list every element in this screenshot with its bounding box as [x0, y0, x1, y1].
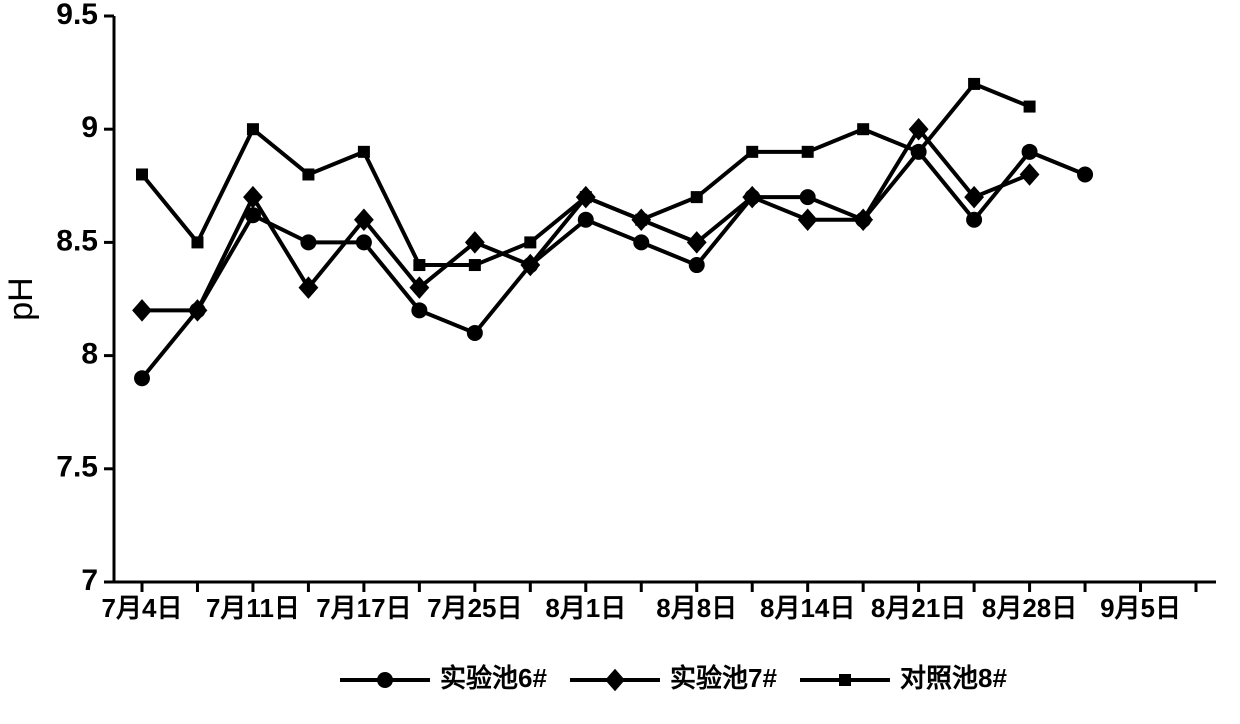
- series-line: [142, 152, 1085, 378]
- y-tick-label: 8.5: [56, 224, 98, 257]
- marker-circle: [633, 234, 649, 250]
- marker-square: [635, 214, 647, 226]
- marker-square: [413, 259, 425, 271]
- marker-circle: [134, 370, 150, 386]
- marker-square: [191, 236, 203, 248]
- marker-diamond: [1020, 163, 1040, 186]
- marker-square: [746, 146, 758, 158]
- marker-circle: [467, 325, 483, 341]
- marker-circle: [300, 234, 316, 250]
- x-tick-label: 7月25日: [427, 593, 522, 623]
- x-tick-label: 8月8日: [656, 593, 737, 623]
- marker-square: [580, 191, 592, 203]
- marker-diamond: [798, 209, 818, 232]
- x-tick-label: 8月1日: [545, 593, 626, 623]
- series-0: [134, 144, 1093, 386]
- x-tick-label: 7月4日: [102, 593, 183, 623]
- legend-label: 对照池8#: [900, 663, 1007, 693]
- marker-square: [524, 236, 536, 248]
- marker-circle: [966, 212, 982, 228]
- marker-circle: [356, 234, 372, 250]
- marker-square: [302, 168, 314, 180]
- marker-square: [247, 123, 259, 135]
- y-tick-label: 7: [81, 564, 98, 597]
- y-tick-label: 7.5: [56, 451, 98, 484]
- marker-circle: [578, 212, 594, 228]
- marker-square: [469, 259, 481, 271]
- marker-square: [913, 146, 925, 158]
- marker-square: [802, 146, 814, 158]
- marker-square: [1024, 101, 1036, 113]
- marker-circle: [411, 302, 427, 318]
- x-tick-label: 8月14日: [760, 593, 855, 623]
- marker-square: [857, 123, 869, 135]
- marker-square: [691, 191, 703, 203]
- legend-item: 实验池6#: [340, 663, 547, 693]
- ph-line-chart: 7 7.5 8 8.5 9 9.5 pH 7月4日 7月11日 7月17日 7月25日 8月1日 8月8…: [0, 0, 1240, 724]
- marker-circle: [689, 257, 705, 273]
- marker-square: [968, 78, 980, 90]
- y-axis-title: pH: [2, 277, 40, 320]
- marker-diamond: [605, 669, 625, 692]
- x-tick-label: 9月5日: [1100, 593, 1181, 623]
- marker-circle: [377, 672, 393, 688]
- marker-square: [136, 168, 148, 180]
- legend-item: 实验池7#: [570, 663, 777, 693]
- marker-circle: [1022, 144, 1038, 160]
- y-tick-label: 8: [81, 338, 98, 371]
- x-tick-label: 7月11日: [206, 593, 300, 623]
- legend-item: 对照池8#: [800, 663, 1007, 693]
- marker-square: [839, 674, 851, 686]
- x-tick-label: 7月17日: [316, 593, 411, 623]
- legend-label: 实验池6#: [440, 663, 547, 693]
- x-tick-label: 8月21日: [871, 593, 966, 623]
- y-tick-label: 9.5: [56, 0, 98, 31]
- marker-circle: [1077, 166, 1093, 182]
- x-tick-label: 8月28日: [982, 593, 1077, 623]
- series-line: [142, 84, 1030, 265]
- y-tick-label: 9: [81, 111, 98, 144]
- marker-circle: [800, 189, 816, 205]
- marker-diamond: [132, 299, 152, 322]
- chart-svg: 7 7.5 8 8.5 9 9.5 pH 7月4日 7月11日 7月17日 7月25日 8月1日 8月8…: [0, 0, 1240, 724]
- marker-square: [358, 146, 370, 158]
- legend-label: 实验池7#: [670, 663, 777, 693]
